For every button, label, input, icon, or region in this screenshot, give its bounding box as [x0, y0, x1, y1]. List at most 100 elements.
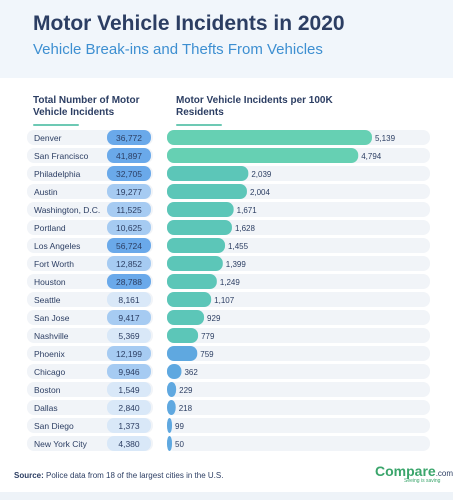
total-value-phoenix: 12,199 — [116, 349, 142, 359]
bar-track-portland — [167, 220, 430, 235]
bar-track-new-york-city — [167, 436, 430, 451]
total-pill-san-jose — [107, 310, 151, 325]
brand-main: Compare — [375, 463, 436, 479]
rate-bar-chicago — [167, 364, 182, 379]
total-value-chicago: 9,946 — [118, 367, 140, 377]
total-value-los-angeles: 56,724 — [116, 241, 142, 251]
incidents-chart: Denver 36,772 5,139 San Francisco 41,897 4,79… — [27, 130, 430, 451]
rate-value-houston: 1,249 — [220, 278, 241, 287]
total-value-denver: 36,772 — [116, 133, 142, 143]
rate-value-phoenix: 759 — [200, 350, 214, 359]
rate-value-dallas: 218 — [179, 404, 193, 413]
bar-track-seattle — [167, 292, 430, 307]
total-value-portland: 10,625 — [116, 223, 142, 233]
page-title: Motor Vehicle Incidents in 2020 — [33, 12, 345, 35]
rate-value-chicago: 362 — [184, 368, 198, 377]
rate-value-fort-worth: 1,399 — [226, 260, 247, 269]
city-label-seattle: Seattle — [34, 295, 61, 305]
total-pill-chicago — [107, 364, 151, 379]
city-label-portland: Portland — [34, 223, 66, 233]
brand-logo: Compare.com — [375, 463, 453, 479]
city-label-philadelphia: Philadelphia — [34, 169, 81, 179]
total-pill-boston — [107, 382, 151, 397]
rate-value-austin: 2,004 — [250, 188, 271, 197]
rate-value-nashville: 779 — [201, 332, 215, 341]
bar-track-fort-worth — [167, 256, 430, 271]
city-label-dallas: Dallas — [34, 403, 58, 413]
header-band: Motor Vehicle Incidents in 2020 Vehicle … — [0, 0, 453, 78]
total-value-washington-d-c: 11,525 — [116, 205, 142, 215]
bar-track-houston — [167, 274, 430, 289]
city-label-boston: Boston — [34, 385, 61, 395]
rate-bar-boston — [167, 382, 177, 397]
city-label-new-york-city: New York City — [34, 439, 88, 449]
total-value-san-jose: 9,417 — [118, 313, 140, 323]
rate-value-new-york-city: 50 — [175, 440, 184, 449]
city-label-washington-d-c: Washington, D.C. — [34, 205, 100, 215]
total-value-san-francisco: 41,897 — [116, 151, 142, 161]
total-pill-san-francisco — [107, 148, 151, 163]
bar-track-san-diego — [167, 418, 430, 433]
total-value-houston: 28,788 — [116, 277, 142, 287]
bar-track-chicago — [167, 364, 430, 379]
brand-suffix: .com — [435, 469, 453, 478]
rate-value-los-angeles: 1,455 — [228, 242, 249, 251]
city-label-nashville: Nashville — [34, 331, 69, 341]
total-pill-phoenix — [107, 346, 151, 361]
rate-bar-fort-worth — [167, 256, 223, 271]
rate-bar-phoenix — [167, 346, 198, 361]
total-pill-austin — [107, 184, 151, 199]
total-pill-houston — [107, 274, 151, 289]
total-pill-seattle — [107, 292, 151, 307]
rate-value-boston: 229 — [179, 386, 193, 395]
city-label-phoenix: Phoenix — [34, 349, 65, 359]
total-value-dallas: 2,840 — [118, 403, 140, 413]
page-subtitle: Vehicle Break-ins and Thefts From Vehicl… — [33, 41, 323, 58]
total-value-new-york-city: 4,380 — [118, 439, 140, 449]
rate-value-portland: 1,628 — [235, 224, 256, 233]
rate-bar-philadelphia — [167, 166, 249, 181]
total-value-philadelphia: 32,705 — [116, 169, 142, 179]
total-value-fort-worth: 12,852 — [116, 259, 142, 269]
rate-value-denver: 5,139 — [375, 134, 396, 143]
bar-track-san-jose — [167, 310, 430, 325]
city-label-fort-worth: Fort Worth — [34, 259, 74, 269]
rate-bar-san-jose — [167, 310, 205, 325]
brand-tagline: Seeing is saving — [404, 478, 441, 484]
bar-track-phoenix — [167, 346, 430, 361]
rate-bar-dallas — [167, 400, 176, 415]
city-label-denver: Denver — [34, 133, 62, 143]
right-column-heading: Motor Vehicle Incidents per 100K Residen… — [176, 95, 333, 118]
city-label-san-diego: San Diego — [34, 421, 74, 431]
city-label-san-francisco: San Francisco — [34, 151, 89, 161]
rate-value-washington-d-c: 1,671 — [237, 206, 258, 215]
city-label-san-jose: San Jose — [34, 313, 70, 323]
rate-bar-houston — [167, 274, 217, 289]
source-text: Police data from 18 of the largest citie… — [43, 471, 224, 480]
left-heading-underline — [33, 124, 79, 126]
rate-bar-seattle — [167, 292, 212, 307]
total-value-nashville: 5,369 — [118, 331, 140, 341]
total-pill-philadelphia — [107, 166, 151, 181]
rate-value-seattle: 1,107 — [214, 296, 235, 305]
city-label-chicago: Chicago — [34, 367, 65, 377]
bar-track-nashville — [167, 328, 430, 343]
total-value-austin: 19,277 — [116, 187, 142, 197]
total-pill-portland — [107, 220, 151, 235]
city-label-austin: Austin — [34, 187, 58, 197]
rate-bar-washington-d-c — [167, 202, 234, 217]
city-label-los-angeles: Los Angeles — [34, 241, 80, 251]
total-pill-washington-d-c — [107, 202, 151, 217]
rate-bar-new-york-city — [167, 436, 172, 451]
total-pill-los-angeles — [107, 238, 151, 253]
total-pill-denver — [107, 130, 151, 145]
total-pill-san-diego — [107, 418, 151, 433]
total-value-seattle: 8,161 — [118, 295, 140, 305]
rate-value-san-jose: 929 — [207, 314, 221, 323]
rate-bar-portland — [167, 220, 232, 235]
total-pill-dallas — [107, 400, 151, 415]
rate-value-philadelphia: 2,039 — [251, 170, 272, 179]
rate-bar-nashville — [167, 328, 199, 343]
page-bottom-strip — [0, 492, 453, 500]
rate-value-san-francisco: 4,794 — [361, 152, 382, 161]
